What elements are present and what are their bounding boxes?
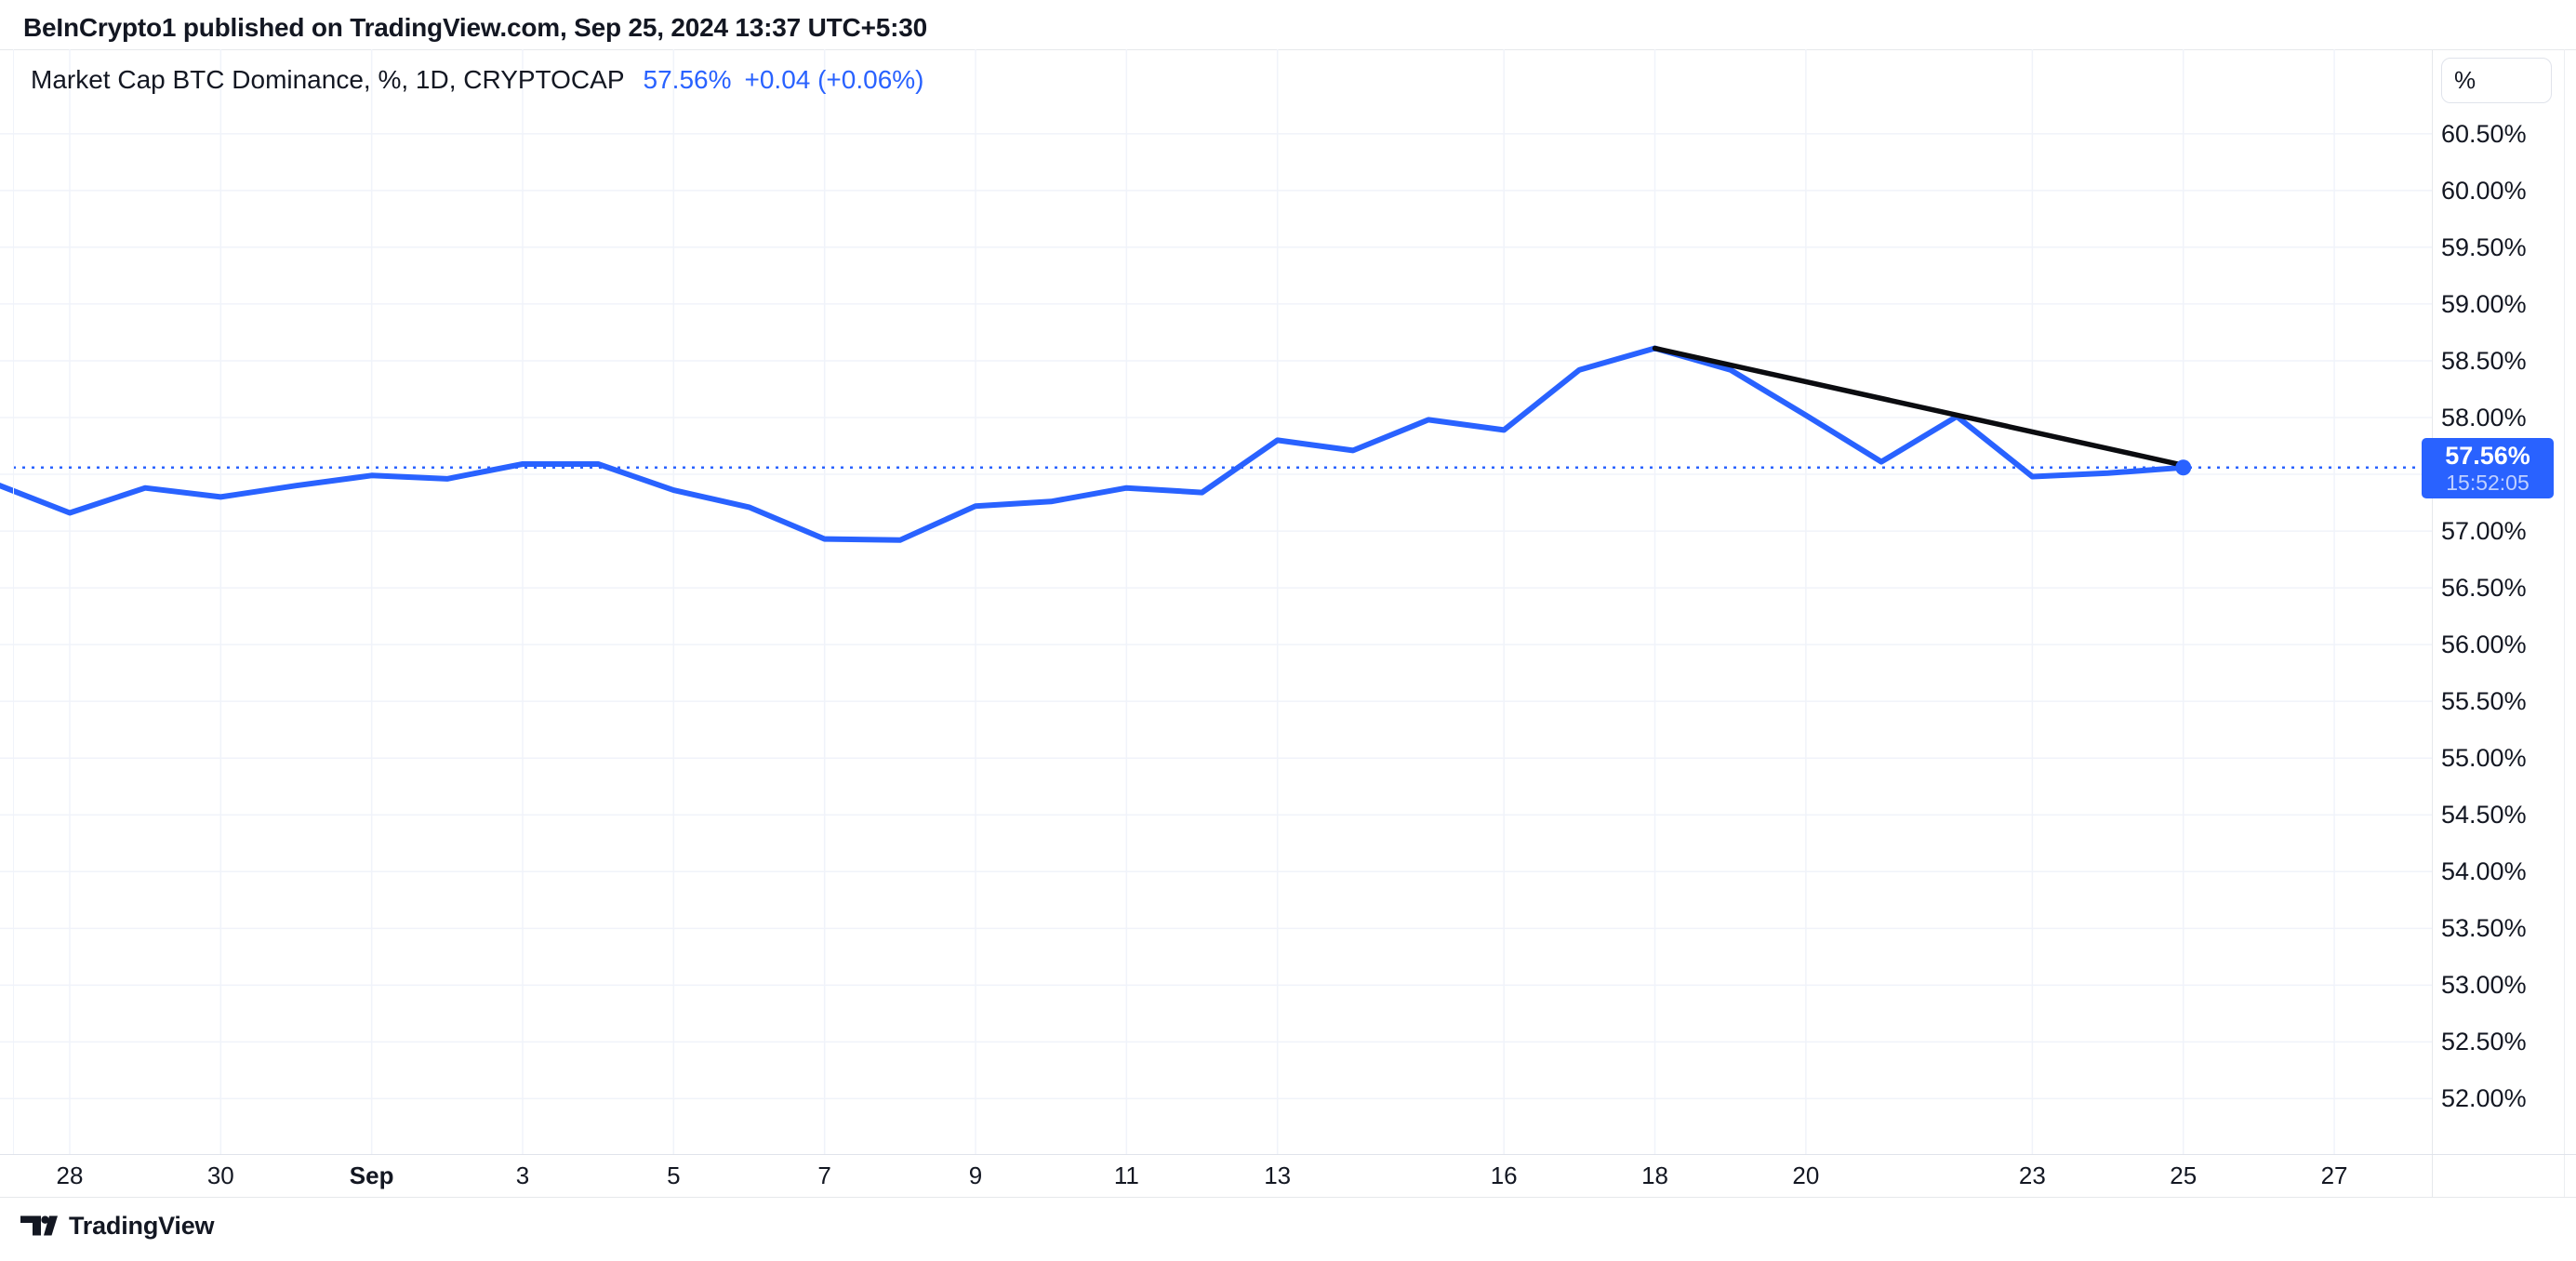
- current-price-value: 57.56%: [2445, 441, 2530, 470]
- price-scale[interactable]: % 60.50% 60.00% 59.50% 59.00% 58.50% 58.00% 57…: [2422, 49, 2576, 1154]
- price-scale-tick-label: 60.00%: [2441, 176, 2527, 205]
- percent-unit-label: %: [2454, 66, 2476, 94]
- price-scale-tick-label: 55.50%: [2441, 687, 2527, 716]
- time-scale-tick-label: Sep: [349, 1161, 394, 1189]
- price-scale-tick-label: 52.00%: [2441, 1084, 2527, 1113]
- price-scale-tick-label: 58.50%: [2441, 346, 2527, 375]
- legend-symbol-title[interactable]: Market Cap BTC Dominance, %, 1D, CRYPTOC…: [31, 65, 625, 94]
- legend-last-value: 57.56%: [643, 65, 732, 94]
- price-scale-tick-label: 52.50%: [2441, 1028, 2527, 1056]
- last-price-dot: [2175, 459, 2192, 476]
- tradingview-logo-icon[interactable]: [20, 1215, 58, 1237]
- right-edge-border: [2564, 49, 2565, 1197]
- dominance-line-series: [0, 345, 2186, 543]
- brand-name[interactable]: TradingView: [69, 1212, 215, 1240]
- price-scale-unit-button[interactable]: %: [2441, 58, 2552, 103]
- time-scale-tick-label: 11: [1113, 1161, 1139, 1189]
- plot-left-border: [13, 49, 14, 1154]
- price-scale-tick-label: 53.00%: [2441, 971, 2527, 1000]
- time-scale-tick-label: 28: [56, 1161, 84, 1189]
- time-scale-tick-label: 16: [1490, 1161, 1518, 1189]
- time-scale-border: [0, 1154, 2576, 1155]
- price-scale-tick-label: 54.00%: [2441, 857, 2527, 886]
- time-scale-tick-label: 5: [667, 1161, 681, 1189]
- price-scale-tick-label: 56.00%: [2441, 630, 2527, 659]
- time-scale-tick-label: 3: [515, 1161, 530, 1189]
- current-price-label: 57.56% 15:52:05: [2422, 437, 2554, 498]
- time-scale[interactable]: 28 30 Sep 3 5 7 9 11 13 16 18 20 23 25 27: [0, 1154, 2432, 1197]
- time-scale-tick-label: 23: [2018, 1161, 2046, 1189]
- trend-line: [1652, 345, 2186, 469]
- price-scale-tick-label: 54.50%: [2441, 801, 2527, 830]
- chart-legend: Market Cap BTC Dominance, %, 1D, CRYPTOC…: [31, 65, 924, 95]
- time-scale-tick-label: 9: [968, 1161, 983, 1189]
- bar-countdown-timer: 15:52:05: [2446, 470, 2530, 495]
- price-scale-tick-label: 58.00%: [2441, 404, 2527, 431]
- price-chart-plot[interactable]: [0, 49, 2432, 1154]
- price-scale-tick-label: 60.50%: [2441, 119, 2527, 148]
- price-scale-tick-label: 55.00%: [2441, 744, 2527, 773]
- time-scale-tick-label: 18: [1641, 1161, 1668, 1189]
- publish-header: BeInCrypto1 published on TradingView.com…: [23, 13, 927, 42]
- legend-change-value: +0.04 (+0.06%): [744, 65, 924, 94]
- price-scale-separator: [2432, 49, 2433, 1197]
- time-scale-tick-label: 25: [2170, 1161, 2198, 1189]
- time-scale-tick-label: 30: [206, 1161, 234, 1189]
- time-scale-tick-label: 7: [817, 1161, 831, 1189]
- price-scale-tick-label: 57.00%: [2441, 517, 2527, 546]
- chart-canvas[interactable]: Market Cap BTC Dominance, %, 1D, CRYPTOC…: [0, 49, 2432, 1154]
- footer-branding: TradingView: [20, 1212, 215, 1241]
- price-scale-tick-label: 59.00%: [2441, 289, 2527, 318]
- price-scale-tick-label: 59.50%: [2441, 232, 2527, 261]
- header-separator: [0, 49, 2576, 50]
- time-scale-tick-label: 20: [1792, 1161, 1820, 1189]
- time-scale-tick-label: 13: [1264, 1161, 1292, 1189]
- price-scale-tick-label: 53.50%: [2441, 914, 2527, 943]
- price-scale-tick-label: 56.50%: [2441, 574, 2527, 603]
- time-scale-tick-label: 27: [2320, 1161, 2348, 1189]
- bottom-separator: [0, 1197, 2576, 1198]
